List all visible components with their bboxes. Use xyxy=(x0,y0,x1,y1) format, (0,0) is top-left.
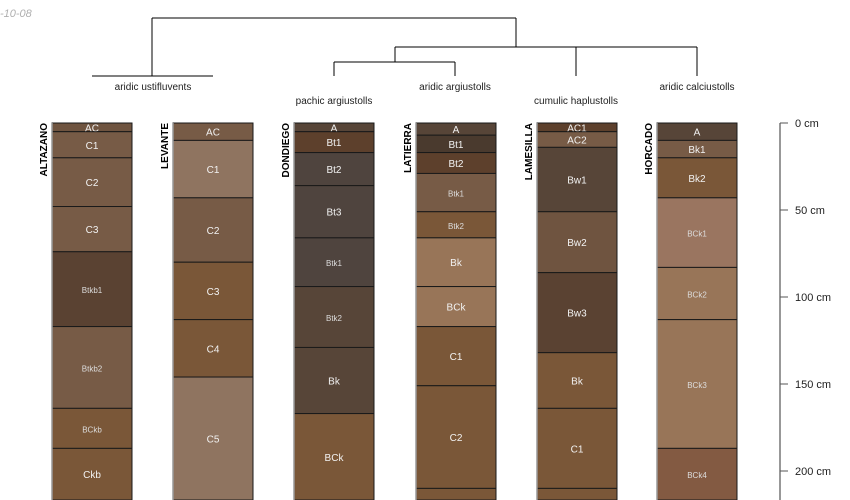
horizon-label: Btk2 xyxy=(326,314,343,323)
horizon-label: Bt2 xyxy=(326,165,341,176)
horizon xyxy=(51,131,133,159)
horizon xyxy=(51,326,133,409)
horizon-label: C1 xyxy=(207,165,220,176)
horizon-label: Bw3 xyxy=(567,309,587,320)
profile-name: LEVANTE xyxy=(160,123,171,169)
horizon xyxy=(415,172,497,213)
horizon-label: Bk xyxy=(328,377,341,388)
horizon-label: Ckb xyxy=(83,470,101,481)
horizon-label: C2 xyxy=(86,178,99,189)
horizon-label: A xyxy=(453,125,460,136)
horizon-label: C5 xyxy=(207,435,220,446)
horizon-label: C2 xyxy=(450,433,463,444)
horizon xyxy=(51,447,133,500)
depth-tick-label: 150 cm xyxy=(795,379,831,391)
horizon xyxy=(656,157,738,199)
horizon xyxy=(536,211,618,274)
horizon-label: Btkb1 xyxy=(82,286,103,295)
horizon-label: A xyxy=(694,128,701,139)
profile-name: HORCADO xyxy=(644,123,655,175)
horizon-label: Btk1 xyxy=(448,190,465,199)
horizon-label: Bk xyxy=(571,377,584,388)
horizon-label: Bk1 xyxy=(688,145,706,156)
horizon-label: C1 xyxy=(86,141,99,152)
horizon-label: BCk xyxy=(447,303,467,314)
horizon-label: C3 xyxy=(207,287,220,298)
horizon-label: C4 xyxy=(207,344,220,355)
horizon-label: Btkb2 xyxy=(82,364,103,373)
taxon-label: aridic ustifluvents xyxy=(115,82,192,93)
horizon-label: BCk xyxy=(325,453,345,464)
date-label: -10-08 xyxy=(0,8,32,20)
taxon-label: aridic argiustolls xyxy=(419,82,491,93)
horizon-label: Bt3 xyxy=(326,208,341,219)
horizon-label: BCk3 xyxy=(687,381,707,390)
profile-name: LATIERRA xyxy=(403,123,414,173)
horizon-label: C3 xyxy=(86,225,99,236)
horizon xyxy=(293,413,375,500)
horizon-label: Btk1 xyxy=(326,259,343,268)
horizon xyxy=(536,272,618,354)
depth-tick-label: 50 cm xyxy=(795,205,825,217)
horizon xyxy=(51,251,133,328)
horizon-label: Bw1 xyxy=(567,176,587,187)
horizon xyxy=(656,197,738,268)
horizon xyxy=(51,206,133,253)
horizon xyxy=(656,447,738,500)
horizon-label: BCkb xyxy=(82,425,102,434)
horizon xyxy=(51,407,133,449)
horizon xyxy=(293,346,375,415)
taxon-label: pachic argiustolls xyxy=(296,96,373,107)
horizon-label: A xyxy=(331,123,338,134)
horizon-label: AC2 xyxy=(567,136,587,147)
horizon-label: BCk2 xyxy=(687,291,707,300)
depth-tick-label: 100 cm xyxy=(795,292,831,304)
horizon-label: Bt1 xyxy=(326,138,341,149)
horizon-label: C1 xyxy=(450,352,463,363)
profile-name: ALTAZANO xyxy=(39,123,50,177)
horizon-label: Bw2 xyxy=(567,238,587,249)
taxon-label: aridic calciustolls xyxy=(659,82,734,93)
horizon xyxy=(293,237,375,288)
depth-tick-label: 0 cm xyxy=(795,118,819,130)
profile-name: DONDIEGO xyxy=(281,123,292,178)
horizon xyxy=(51,157,133,208)
horizon xyxy=(293,286,375,348)
horizon-label: Bt2 xyxy=(448,159,463,170)
horizon xyxy=(172,261,254,321)
horizon xyxy=(293,152,375,187)
horizon xyxy=(536,487,618,500)
horizon-label: Btk2 xyxy=(448,222,465,231)
horizon-label: BCk4 xyxy=(687,471,707,480)
horizon xyxy=(415,487,497,500)
horizon-label: C2 xyxy=(207,226,220,237)
horizon-label: BCk1 xyxy=(687,230,707,239)
horizon-label: C1 xyxy=(571,444,584,455)
horizon xyxy=(415,237,497,288)
horizon xyxy=(536,352,618,409)
depth-tick-label: 200 cm xyxy=(795,466,831,478)
profile-name: LAMESILLA xyxy=(524,123,535,180)
horizon-label: AC1 xyxy=(567,123,587,134)
horizon-label: Bk2 xyxy=(688,174,706,185)
horizon-label: Bk xyxy=(450,258,463,269)
horizon xyxy=(172,376,254,500)
horizon xyxy=(172,139,254,199)
horizon-label: AC xyxy=(85,123,99,134)
horizon-label: AC xyxy=(206,128,220,139)
horizon-label: Bt1 xyxy=(448,140,463,151)
taxon-label: cumulic haplustolls xyxy=(534,96,618,107)
